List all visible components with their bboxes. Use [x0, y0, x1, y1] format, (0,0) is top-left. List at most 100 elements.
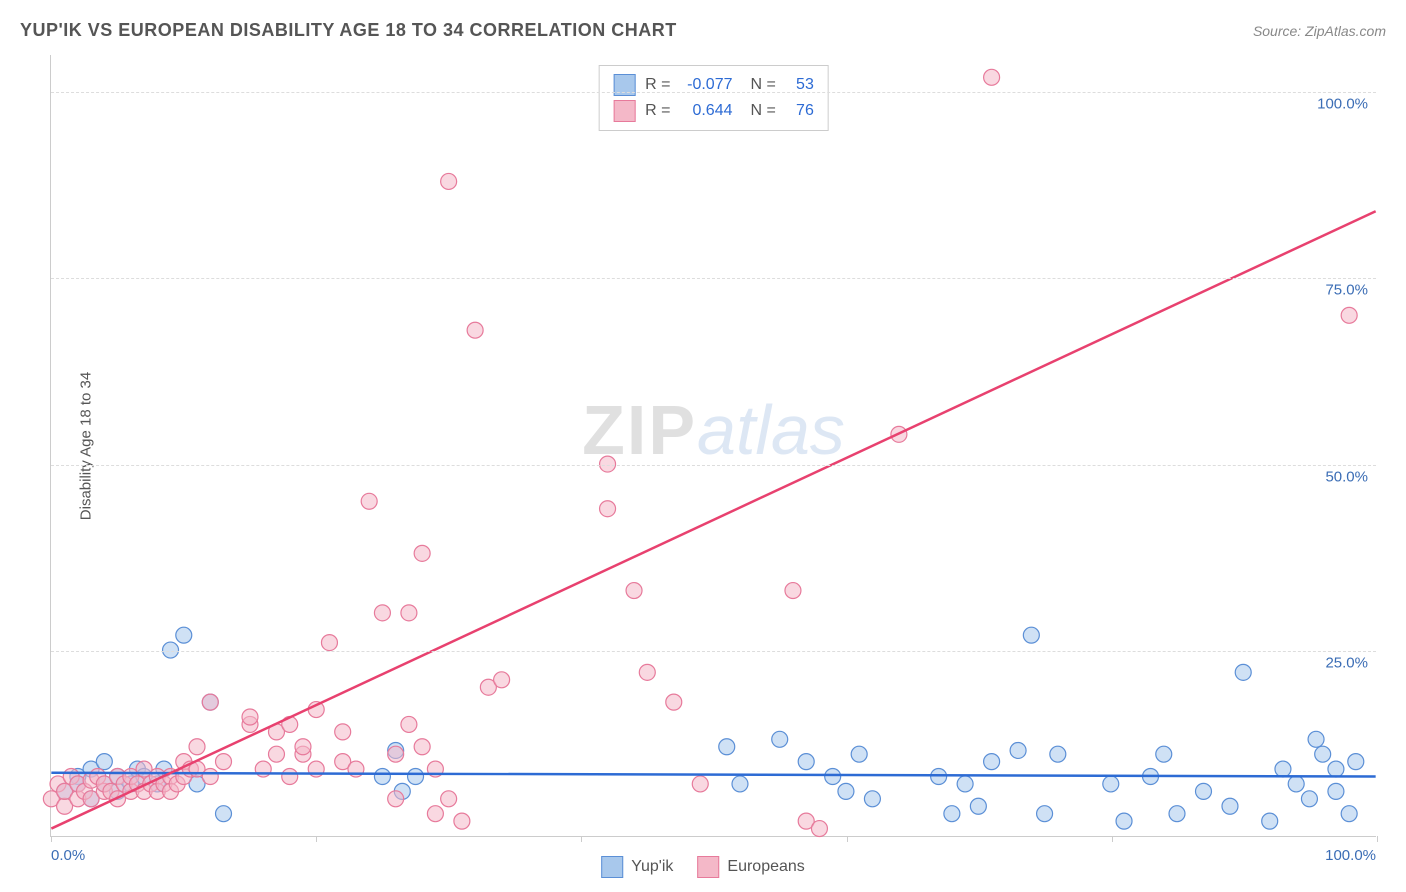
- trend-line: [51, 773, 1375, 777]
- stat-r-value: 0.644: [681, 102, 733, 120]
- data-point: [189, 739, 205, 755]
- data-point: [414, 739, 430, 755]
- data-point: [216, 806, 232, 822]
- stat-r-label: R =: [645, 102, 670, 120]
- x-tick-label: 100.0%: [1325, 847, 1376, 864]
- data-point: [242, 709, 258, 725]
- data-point: [176, 627, 192, 643]
- chart-title: YUP'IK VS EUROPEAN DISABILITY AGE 18 TO …: [20, 20, 677, 41]
- y-tick-label: 100.0%: [1317, 96, 1368, 113]
- stat-n-value: 76: [786, 102, 814, 120]
- data-point: [798, 754, 814, 770]
- legend-label: Europeans: [727, 858, 804, 876]
- data-point: [441, 173, 457, 189]
- data-point: [785, 583, 801, 599]
- data-point: [1301, 791, 1317, 807]
- data-point: [1235, 664, 1251, 680]
- data-point: [1308, 731, 1324, 747]
- trend-line: [51, 211, 1375, 828]
- legend-swatch: [601, 856, 623, 878]
- gridline: [51, 465, 1376, 466]
- data-point: [970, 798, 986, 814]
- x-tick-mark: [51, 836, 52, 842]
- data-point: [374, 605, 390, 621]
- data-point: [1103, 776, 1119, 792]
- data-point: [1275, 761, 1291, 777]
- data-point: [666, 694, 682, 710]
- data-point: [295, 739, 311, 755]
- source-label: Source: ZipAtlas.com: [1253, 23, 1386, 39]
- data-point: [772, 731, 788, 747]
- legend-label: Yup'ik: [631, 858, 673, 876]
- data-point: [838, 783, 854, 799]
- data-point: [427, 806, 443, 822]
- stat-n-label: N =: [751, 102, 776, 120]
- data-point: [825, 769, 841, 785]
- data-point: [1116, 813, 1132, 829]
- x-tick-mark: [581, 836, 582, 842]
- data-point: [944, 806, 960, 822]
- data-point: [600, 501, 616, 517]
- x-tick-label: 0.0%: [51, 847, 85, 864]
- x-tick-mark: [316, 836, 317, 842]
- data-point: [255, 761, 271, 777]
- data-point: [1328, 783, 1344, 799]
- data-point: [414, 545, 430, 561]
- legend-item: Europeans: [697, 856, 804, 878]
- data-point: [441, 791, 457, 807]
- data-point: [811, 821, 827, 837]
- data-point: [401, 716, 417, 732]
- y-tick-label: 25.0%: [1325, 654, 1368, 671]
- data-point: [1222, 798, 1238, 814]
- x-tick-mark: [847, 836, 848, 842]
- data-point: [1196, 783, 1212, 799]
- gridline: [51, 651, 1376, 652]
- data-point: [374, 769, 390, 785]
- data-point: [202, 694, 218, 710]
- stats-row: R =-0.077N =53: [613, 72, 814, 98]
- data-point: [1156, 746, 1172, 762]
- x-tick-mark: [1377, 836, 1378, 842]
- y-tick-label: 75.0%: [1325, 282, 1368, 299]
- data-point: [1010, 742, 1026, 758]
- data-point: [388, 791, 404, 807]
- data-point: [388, 746, 404, 762]
- data-point: [1169, 806, 1185, 822]
- data-point: [335, 724, 351, 740]
- data-point: [1288, 776, 1304, 792]
- legend-item: Yup'ik: [601, 856, 673, 878]
- data-point: [1315, 746, 1331, 762]
- data-point: [96, 754, 112, 770]
- data-point: [1348, 754, 1364, 770]
- scatter-svg: [51, 55, 1376, 836]
- data-point: [494, 672, 510, 688]
- data-point: [1050, 746, 1066, 762]
- stats-legend-box: R =-0.077N =53 R = 0.644 N = 76: [598, 65, 829, 131]
- data-point: [1023, 627, 1039, 643]
- gridline: [51, 92, 1376, 93]
- data-point: [1341, 806, 1357, 822]
- chart-plot-area: ZIPatlas R =-0.077N =53R =0.644N =76 25.…: [50, 55, 1376, 837]
- data-point: [692, 776, 708, 792]
- data-point: [984, 754, 1000, 770]
- y-tick-label: 50.0%: [1325, 468, 1368, 485]
- data-point: [202, 769, 218, 785]
- legend-swatch: [697, 856, 719, 878]
- data-point: [401, 605, 417, 621]
- data-point: [626, 583, 642, 599]
- data-point: [361, 493, 377, 509]
- data-point: [957, 776, 973, 792]
- data-point: [639, 664, 655, 680]
- data-point: [216, 754, 232, 770]
- data-point: [851, 746, 867, 762]
- data-point: [984, 69, 1000, 85]
- x-tick-mark: [1112, 836, 1113, 842]
- data-point: [467, 322, 483, 338]
- stats-row: R = 0.644 N = 76: [613, 98, 814, 124]
- data-point: [1341, 307, 1357, 323]
- data-point: [321, 635, 337, 651]
- data-point: [732, 776, 748, 792]
- data-point: [268, 746, 284, 762]
- data-point: [1328, 761, 1344, 777]
- data-point: [282, 769, 298, 785]
